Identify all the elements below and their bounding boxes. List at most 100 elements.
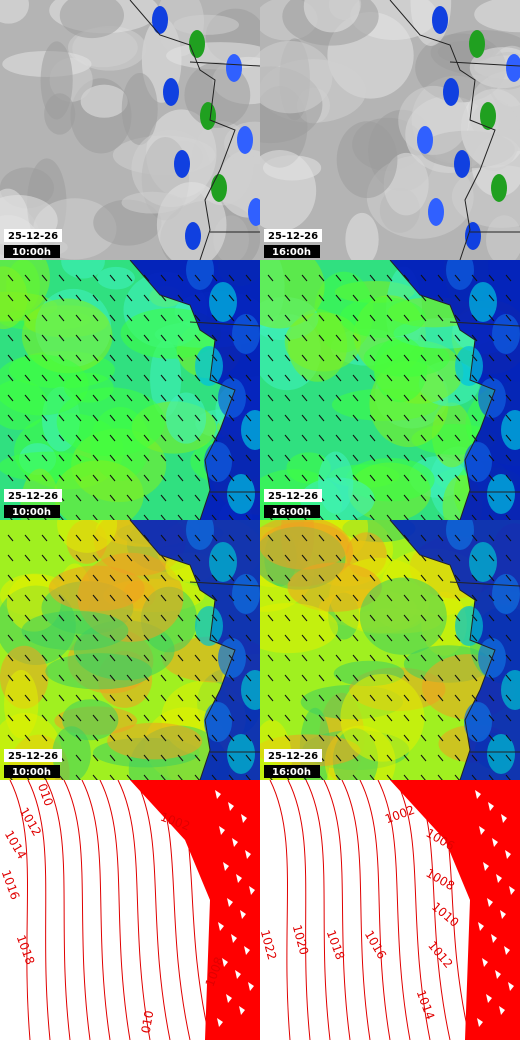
wind-arrow [318, 574, 325, 582]
field-blob [339, 297, 426, 338]
wind-arrow [245, 594, 252, 602]
wind-arrow [228, 454, 235, 462]
wind-arrow [369, 734, 376, 742]
wind-arrow [143, 354, 150, 362]
field-blob [336, 121, 398, 199]
wind-arrow [58, 294, 65, 302]
wind-arrow [505, 694, 512, 702]
wind-arrow [41, 474, 48, 482]
wind-arrow [126, 534, 133, 542]
wind-arrow [267, 714, 274, 722]
isobar-gap [244, 946, 250, 955]
field-blob [340, 673, 425, 762]
wind-arrow [228, 634, 235, 642]
wind-arrow [228, 574, 235, 582]
wind-arrow [403, 774, 409, 780]
wind-arrow [92, 734, 99, 742]
wind-arrow [228, 474, 235, 482]
wind-arrow [505, 454, 512, 462]
wind-arrow [75, 354, 82, 362]
wind-arrow [335, 574, 342, 582]
isobar-gap [486, 994, 492, 1003]
wind-arrow [437, 714, 444, 722]
wind-arrow [335, 754, 342, 762]
time-box [4, 505, 60, 518]
wind-arrow [75, 694, 82, 702]
wind-arrow [420, 634, 427, 642]
isobar-gap [241, 814, 247, 823]
wind-arrow [41, 334, 48, 342]
dense-isobars [390, 780, 520, 1040]
wind-arrow [318, 594, 325, 602]
wind-arrow [143, 334, 150, 342]
wind-arrow [301, 694, 308, 702]
wind-arrow [352, 654, 359, 662]
wind-arrow [58, 394, 65, 402]
wind-arrow [92, 474, 99, 482]
wind-arrow [228, 294, 235, 302]
wind-arrow [58, 554, 65, 562]
wind-arrow [301, 334, 308, 342]
field-blob [52, 726, 91, 780]
wind-arrow [24, 594, 31, 602]
wind-arrow [7, 594, 14, 602]
wind-arrow [160, 774, 166, 780]
wind-arrow [267, 474, 274, 482]
wind-arrow [335, 374, 342, 382]
wind-arrow [318, 714, 325, 722]
field-blob [446, 260, 474, 290]
wind-arrow [194, 714, 201, 722]
wind-arrow [24, 454, 31, 462]
wind-arrow [143, 694, 150, 702]
wind-arrow [109, 594, 116, 602]
wind-arrow [92, 334, 99, 342]
precip-blob [152, 6, 168, 34]
wind-arrow [352, 774, 358, 780]
wind-arrow [245, 614, 252, 622]
wind-arrow [471, 394, 478, 402]
wind-arrow [109, 574, 116, 582]
coastline [129, 520, 236, 780]
wind-arrow [284, 734, 291, 742]
wind-arrow [177, 714, 184, 722]
wind-arrow [420, 314, 427, 322]
wind-arrow [24, 614, 31, 622]
wind-arrow [284, 594, 291, 602]
wind-arrow [335, 274, 342, 282]
wind-arrow [75, 334, 82, 342]
field-blob [150, 340, 182, 417]
wind-arrow [267, 734, 274, 742]
time-box [264, 765, 320, 778]
wind-arrow [454, 454, 461, 462]
map-panel: 25-12-26 16:00h [260, 0, 520, 260]
wind-arrow [245, 374, 252, 382]
wind-arrow [41, 454, 48, 462]
field-blob [59, 0, 124, 39]
border [449, 321, 520, 493]
wind-arrow [505, 514, 511, 520]
field-blob [232, 314, 260, 354]
wind-arrow [75, 274, 82, 282]
wind-arrow [194, 694, 201, 702]
wind-arrow [454, 754, 461, 762]
wind-arrow [245, 314, 252, 322]
field-blob [121, 72, 158, 145]
wind-arrow [177, 534, 184, 542]
wind-arrow [160, 534, 167, 542]
field-blob [492, 314, 520, 354]
wind-arrow [126, 614, 133, 622]
wind-arrow [301, 634, 308, 642]
wind-arrow [318, 634, 325, 642]
wind-arrow [245, 334, 252, 342]
wind-arrow [352, 594, 359, 602]
wind-arrow [284, 554, 291, 562]
wind-arrow [403, 574, 410, 582]
wind-arrow [284, 274, 291, 282]
field-blob [96, 266, 135, 290]
wind-arrow [437, 494, 444, 502]
wind-arrow [109, 694, 116, 702]
wind-arrow [41, 654, 48, 662]
wind-arrow [284, 474, 291, 482]
time-label: 10:00h [12, 507, 51, 518]
wind-arrow [284, 534, 291, 542]
